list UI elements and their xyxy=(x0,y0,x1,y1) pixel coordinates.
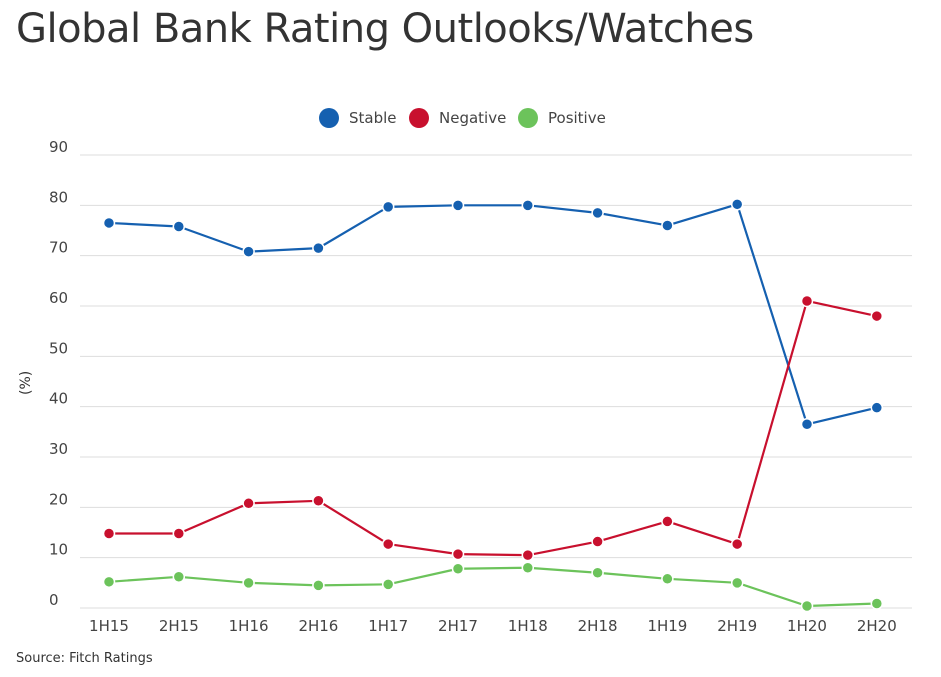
data-point-positive xyxy=(451,562,465,575)
data-point-positive xyxy=(591,566,604,580)
x-tick-label: 2H18 xyxy=(578,617,618,635)
data-point-negative xyxy=(451,547,465,561)
data-point-negative xyxy=(381,537,395,551)
legend-item-positive[interactable]: Positive xyxy=(518,108,606,128)
data-point-stable xyxy=(730,198,744,211)
data-point-stable xyxy=(242,245,255,258)
x-tick-label: 2H17 xyxy=(438,617,478,635)
source-note: Source: Fitch Ratings xyxy=(16,651,153,666)
y-tick-label: 80 xyxy=(49,188,68,206)
data-point-stable xyxy=(451,199,465,212)
data-point-negative xyxy=(800,294,814,308)
data-point-positive xyxy=(102,575,116,589)
legend-label-stable: Stable xyxy=(349,109,397,127)
y-tick-label: 90 xyxy=(49,138,68,156)
data-point-positive xyxy=(521,561,535,574)
y-tick-label: 10 xyxy=(49,541,68,559)
data-point-negative xyxy=(661,515,674,528)
legend-label-positive: Positive xyxy=(548,109,606,127)
data-point-negative xyxy=(521,548,535,562)
data-point-positive xyxy=(312,579,325,592)
legend-swatch-stable xyxy=(319,108,339,128)
data-point-positive xyxy=(870,597,884,610)
chart-legend: Stable Negative Positive xyxy=(0,108,941,134)
y-tick-label: 40 xyxy=(49,390,68,408)
y-tick-label: 60 xyxy=(49,289,68,307)
data-point-negative xyxy=(242,497,255,510)
data-point-negative xyxy=(102,527,116,540)
data-point-stable xyxy=(591,206,604,220)
y-tick-label: 30 xyxy=(49,440,68,458)
y-tick-label: 20 xyxy=(49,490,68,508)
data-point-negative xyxy=(870,309,884,323)
x-tick-label: 1H19 xyxy=(647,617,687,635)
legend-item-negative[interactable]: Negative xyxy=(409,108,506,128)
x-tick-label: 1H16 xyxy=(229,617,269,635)
x-tick-label: 1H20 xyxy=(787,617,827,635)
x-tick-label: 2H19 xyxy=(717,617,757,635)
data-point-stable xyxy=(102,216,116,230)
y-tick-label: 50 xyxy=(49,339,68,357)
data-point-positive xyxy=(730,576,744,590)
x-tick-label: 1H15 xyxy=(89,617,129,635)
legend-item-stable[interactable]: Stable xyxy=(319,108,397,128)
data-point-stable xyxy=(870,401,884,414)
data-point-stable xyxy=(661,219,674,232)
legend-swatch-negative xyxy=(409,108,429,128)
data-point-positive xyxy=(242,576,255,590)
y-axis-label: (%) xyxy=(18,370,34,395)
data-point-negative xyxy=(312,494,325,508)
series-line-positive xyxy=(108,566,877,608)
series-line-stable xyxy=(108,203,878,426)
data-point-positive xyxy=(661,572,674,586)
y-tick-label: 0 xyxy=(49,591,59,609)
data-point-negative xyxy=(172,527,186,540)
x-tick-label: 2H20 xyxy=(857,617,897,635)
data-point-positive xyxy=(381,578,395,591)
series-line-negative xyxy=(109,299,878,557)
data-point-stable xyxy=(172,220,186,233)
data-point-negative xyxy=(730,537,744,551)
legend-label-negative: Negative xyxy=(439,109,507,127)
legend-swatch-positive xyxy=(518,108,538,128)
x-tick-label: 1H17 xyxy=(368,617,408,635)
data-point-stable xyxy=(312,241,325,255)
y-tick-label: 70 xyxy=(49,239,68,257)
chart-title: Global Bank Rating Outlooks/Watches xyxy=(16,6,754,52)
x-tick-label: 2H15 xyxy=(159,617,199,635)
data-point-positive xyxy=(800,599,814,613)
data-point-stable xyxy=(381,200,395,214)
x-tick-label: 2H16 xyxy=(298,617,338,635)
data-point-positive xyxy=(172,570,186,584)
data-point-stable xyxy=(521,199,535,212)
x-tick-label: 1H18 xyxy=(508,617,548,635)
data-point-stable xyxy=(800,418,814,431)
data-point-negative xyxy=(591,535,604,548)
